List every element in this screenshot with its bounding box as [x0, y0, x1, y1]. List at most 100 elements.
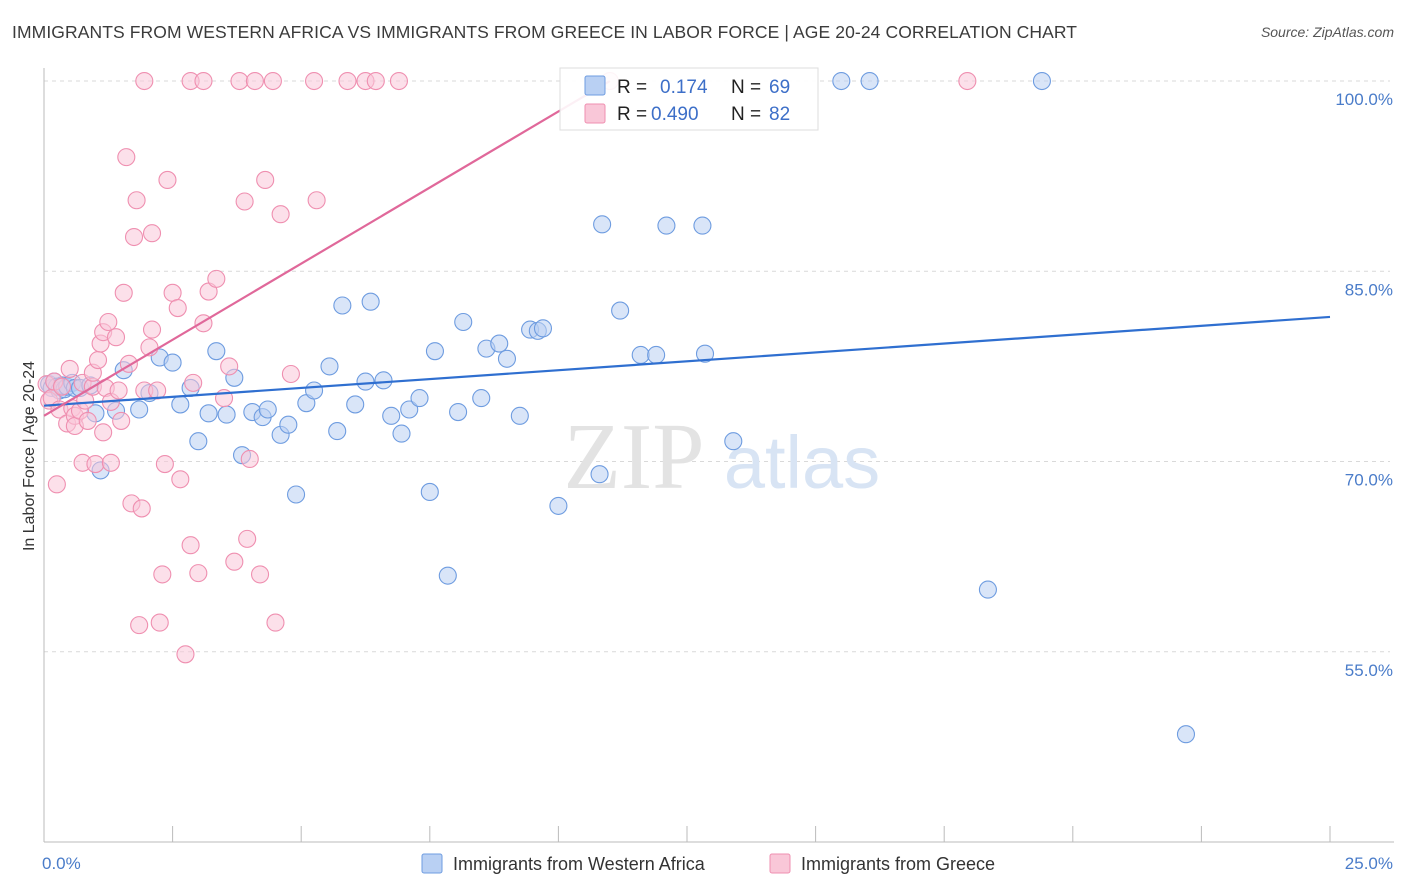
legend-r-value-western-africa: 0.174: [660, 77, 708, 98]
point-western-africa: [320, 357, 339, 376]
point-greece: [168, 298, 187, 318]
point-western-africa: [258, 400, 277, 419]
point-greece: [184, 373, 203, 392]
legend-n-label-greece: N =: [731, 104, 761, 125]
legend-n-value-western-africa: 69: [769, 77, 790, 98]
point-western-africa: [593, 215, 612, 234]
point-greece: [155, 454, 174, 474]
point-greece: [256, 170, 275, 190]
point-greece: [389, 71, 408, 91]
point-greece: [150, 613, 169, 632]
y-tick-labels: 100.0% 85.0% 70.0% 55.0%: [1335, 90, 1393, 680]
point-western-africa: [490, 334, 509, 353]
point-greece: [130, 616, 149, 635]
point-western-africa: [199, 404, 218, 423]
point-greece: [230, 71, 249, 91]
legend: R = 0.174 N = 69 R = 0.490 N = 82: [559, 67, 819, 131]
point-greece: [135, 71, 154, 91]
point-western-africa: [374, 371, 393, 390]
point-western-africa: [454, 312, 473, 332]
point-western-africa: [978, 580, 997, 599]
y-tick-label: 85.0%: [1345, 280, 1393, 299]
point-greece: [176, 645, 195, 664]
bottom-legend: Immigrants from Western Africa Immigrant…: [421, 853, 995, 874]
point-western-africa: [287, 485, 306, 504]
legend-n-label-western-africa: N =: [731, 77, 761, 98]
point-western-africa: [328, 422, 347, 441]
trend-line-greece: [43, 80, 611, 417]
point-greece: [101, 453, 120, 472]
bottom-legend-label-western-africa: Immigrants from Western Africa: [453, 854, 706, 874]
point-western-africa: [189, 432, 208, 451]
y-axis-title: In Labor Force | Age 20-24: [21, 361, 38, 551]
point-greece: [235, 192, 254, 211]
point-western-africa: [693, 216, 712, 235]
point-western-africa: [472, 389, 491, 408]
legend-r-label-western-africa: R =: [617, 77, 647, 98]
gridlines: [44, 80, 1390, 653]
point-greece: [250, 565, 270, 584]
point-greece: [163, 283, 182, 302]
point-western-africa: [207, 342, 226, 361]
point-greece: [338, 71, 357, 91]
legend-r-value-greece: 0.490: [651, 104, 699, 125]
data-points: [37, 71, 1196, 744]
point-greece: [240, 449, 259, 469]
point-greece: [47, 475, 66, 494]
legend-swatch-western-africa: [584, 75, 606, 96]
point-western-africa: [510, 406, 529, 425]
point-western-africa: [361, 292, 380, 311]
trend-lines: [43, 80, 1331, 417]
point-western-africa: [533, 319, 553, 338]
point-western-africa: [346, 395, 365, 414]
point-greece: [142, 224, 162, 243]
point-greece: [305, 71, 324, 91]
point-western-africa: [724, 432, 743, 451]
point-western-africa: [647, 345, 666, 365]
point-western-africa: [631, 345, 650, 365]
point-western-africa: [695, 344, 715, 363]
point-greece: [153, 565, 172, 584]
point-western-africa: [356, 372, 375, 391]
point-greece: [142, 320, 162, 339]
watermark-atlas: atlas: [724, 421, 880, 504]
point-western-africa: [438, 566, 457, 585]
point-western-africa: [832, 71, 851, 91]
point-greece: [60, 359, 79, 378]
point-greece: [245, 71, 264, 91]
point-western-africa: [217, 405, 236, 424]
point-greece: [158, 170, 177, 190]
point-western-africa: [400, 400, 419, 419]
x-tick-labels: 0.0% 25.0%: [42, 854, 1393, 873]
point-greece: [124, 227, 144, 247]
point-western-africa: [382, 406, 401, 425]
point-greece: [281, 364, 300, 384]
point-western-africa: [420, 482, 439, 502]
y-tick-label: 55.0%: [1345, 661, 1393, 680]
point-greece: [86, 454, 105, 474]
point-greece: [220, 357, 239, 376]
point-greece: [271, 205, 290, 224]
point-greece: [132, 499, 151, 518]
point-greece: [109, 381, 128, 400]
point-greece: [52, 377, 72, 396]
point-western-africa: [425, 342, 444, 361]
point-greece: [366, 71, 385, 91]
legend-n-value-greece: 82: [769, 104, 790, 125]
point-greece: [78, 411, 97, 430]
point-western-africa: [410, 389, 429, 408]
point-western-africa: [130, 400, 149, 419]
y-tick-label: 70.0%: [1345, 471, 1393, 490]
legend-r-label-greece: R =: [617, 104, 647, 125]
point-greece: [88, 350, 108, 370]
point-greece: [106, 328, 126, 347]
point-greece: [266, 613, 285, 632]
point-western-africa: [171, 395, 190, 414]
point-western-africa: [163, 353, 182, 372]
axes: [43, 68, 1394, 843]
bottom-legend-swatch-greece: [769, 853, 791, 874]
point-greece: [181, 536, 200, 555]
point-western-africa: [860, 71, 879, 91]
point-western-africa: [590, 465, 609, 484]
trend-line-western-africa: [43, 315, 1331, 407]
